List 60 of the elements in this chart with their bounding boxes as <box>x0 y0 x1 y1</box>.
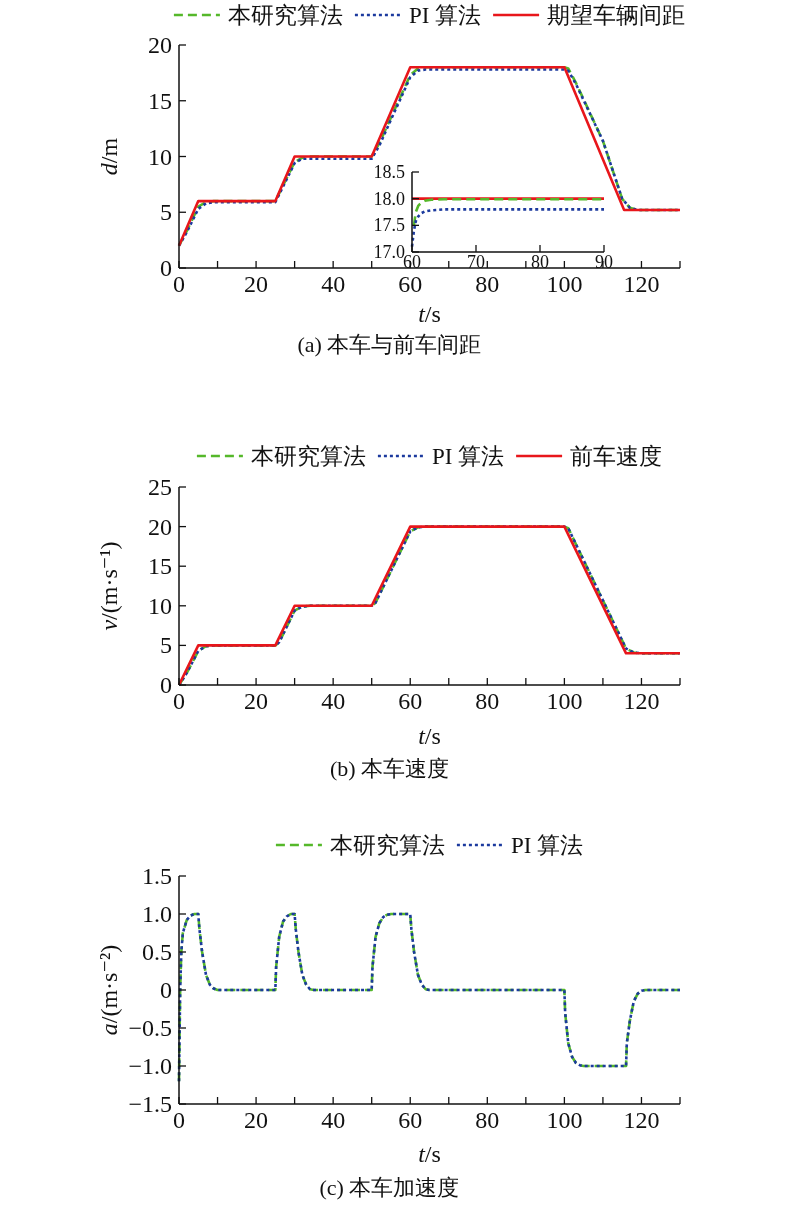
y-tick-label: 20 <box>148 513 172 540</box>
y-tick-label: 17.0 <box>373 242 405 262</box>
x-tick-label: 80 <box>475 1107 500 1133</box>
text: (c) 本车加速度 <box>319 1175 460 1200</box>
y-tick-label: 0.5 <box>142 939 172 965</box>
x-tick-label: 120 <box>623 688 660 714</box>
y-tick-label: 10 <box>148 143 172 170</box>
x-axis-title: t/s <box>418 723 441 749</box>
x-tick-label: 60 <box>398 271 423 297</box>
y-tick-label: 1.5 <box>142 863 172 889</box>
text: (a) 本车与前车间距 <box>297 332 482 357</box>
y-tick-label: 1.0 <box>142 901 172 927</box>
y-tick-label: 5 <box>160 632 172 659</box>
x-tick-label: 60 <box>398 688 423 714</box>
x-tick-label: 90 <box>595 252 613 272</box>
x-tick-label: 100 <box>546 271 583 297</box>
x-tick-label: 20 <box>244 688 269 714</box>
y-axis-title: d/m <box>96 137 122 176</box>
y-tick-label: 17.5 <box>373 215 405 236</box>
x-tick-label: 40 <box>321 688 346 714</box>
y-tick-label: 0 <box>160 672 172 698</box>
legend-label: 本研究算法 <box>250 443 366 469</box>
legend-label: 期望车辆间距 <box>547 2 686 28</box>
text: (b) 本车速度 <box>329 756 450 781</box>
x-tick-label: 20 <box>244 271 269 297</box>
y-axis-title: v/(m·s⁻¹) <box>96 541 122 631</box>
y-tick-label: 18.5 <box>373 162 405 182</box>
y-tick-label: 25 <box>148 474 172 500</box>
x-tick-label: 80 <box>475 271 500 297</box>
legend-label: PI 算法 <box>408 2 482 28</box>
legend-label: 前车速度 <box>570 443 663 469</box>
x-tick-label: 70 <box>467 252 485 272</box>
y-tick-label: 15 <box>148 553 172 580</box>
x-tick-label: 40 <box>321 271 346 297</box>
x-tick-label: 60 <box>398 1107 423 1133</box>
legend-label: PI 算法 <box>510 832 584 858</box>
x-tick-label: 100 <box>546 688 583 714</box>
x-tick-label: 20 <box>244 1107 269 1133</box>
x-tick-label: 40 <box>321 1107 346 1133</box>
y-tick-label: 10 <box>148 592 172 619</box>
x-tick-label: 80 <box>531 252 549 272</box>
y-tick-label: −0.5 <box>128 1015 172 1041</box>
y-tick-label: 15 <box>148 87 172 114</box>
y-tick-label: 0 <box>160 977 172 1003</box>
x-tick-label: 100 <box>546 1107 583 1133</box>
legend-label: 本研究算法 <box>329 832 445 858</box>
y-tick-label: 5 <box>160 199 172 226</box>
x-tick-label: 120 <box>623 1107 660 1133</box>
legend-label: PI 算法 <box>431 443 505 469</box>
x-tick-label: 80 <box>475 688 500 714</box>
x-axis-title: t/s <box>418 301 441 327</box>
legend-label: 本研究算法 <box>227 2 343 28</box>
y-tick-label: 18.0 <box>373 188 405 209</box>
y-tick-label: −1.0 <box>128 1053 172 1079</box>
line-series <box>410 208 606 248</box>
x-tick-label: 120 <box>623 271 660 297</box>
y-tick-label: −1.5 <box>128 1091 172 1117</box>
y-tick-label: 20 <box>148 32 172 58</box>
y-axis-title: a/(m·s⁻²) <box>96 944 122 1036</box>
x-axis-title: t/s <box>418 1141 441 1167</box>
